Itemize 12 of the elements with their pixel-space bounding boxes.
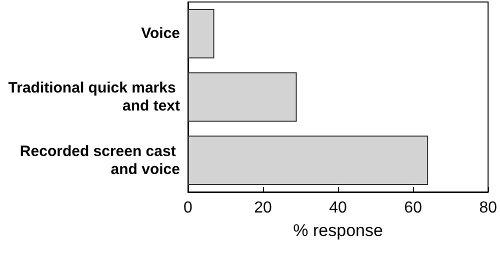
x-axis-title: % response [293, 221, 383, 240]
x-tick-label: 20 [254, 200, 272, 216]
bar [188, 8, 214, 58]
y-tick-label: Traditional quick marks and text [8, 80, 180, 114]
y-tick-label: Recorded screen cast and voice [20, 142, 180, 178]
bar [188, 136, 428, 186]
bar [188, 72, 297, 122]
x-tick-label: 80 [479, 200, 498, 216]
x-tick-label: 40 [329, 200, 348, 216]
y-tick-label: Voice [141, 25, 180, 42]
x-tick-label: 60 [404, 200, 422, 216]
x-tick-label: 0 [184, 200, 193, 216]
